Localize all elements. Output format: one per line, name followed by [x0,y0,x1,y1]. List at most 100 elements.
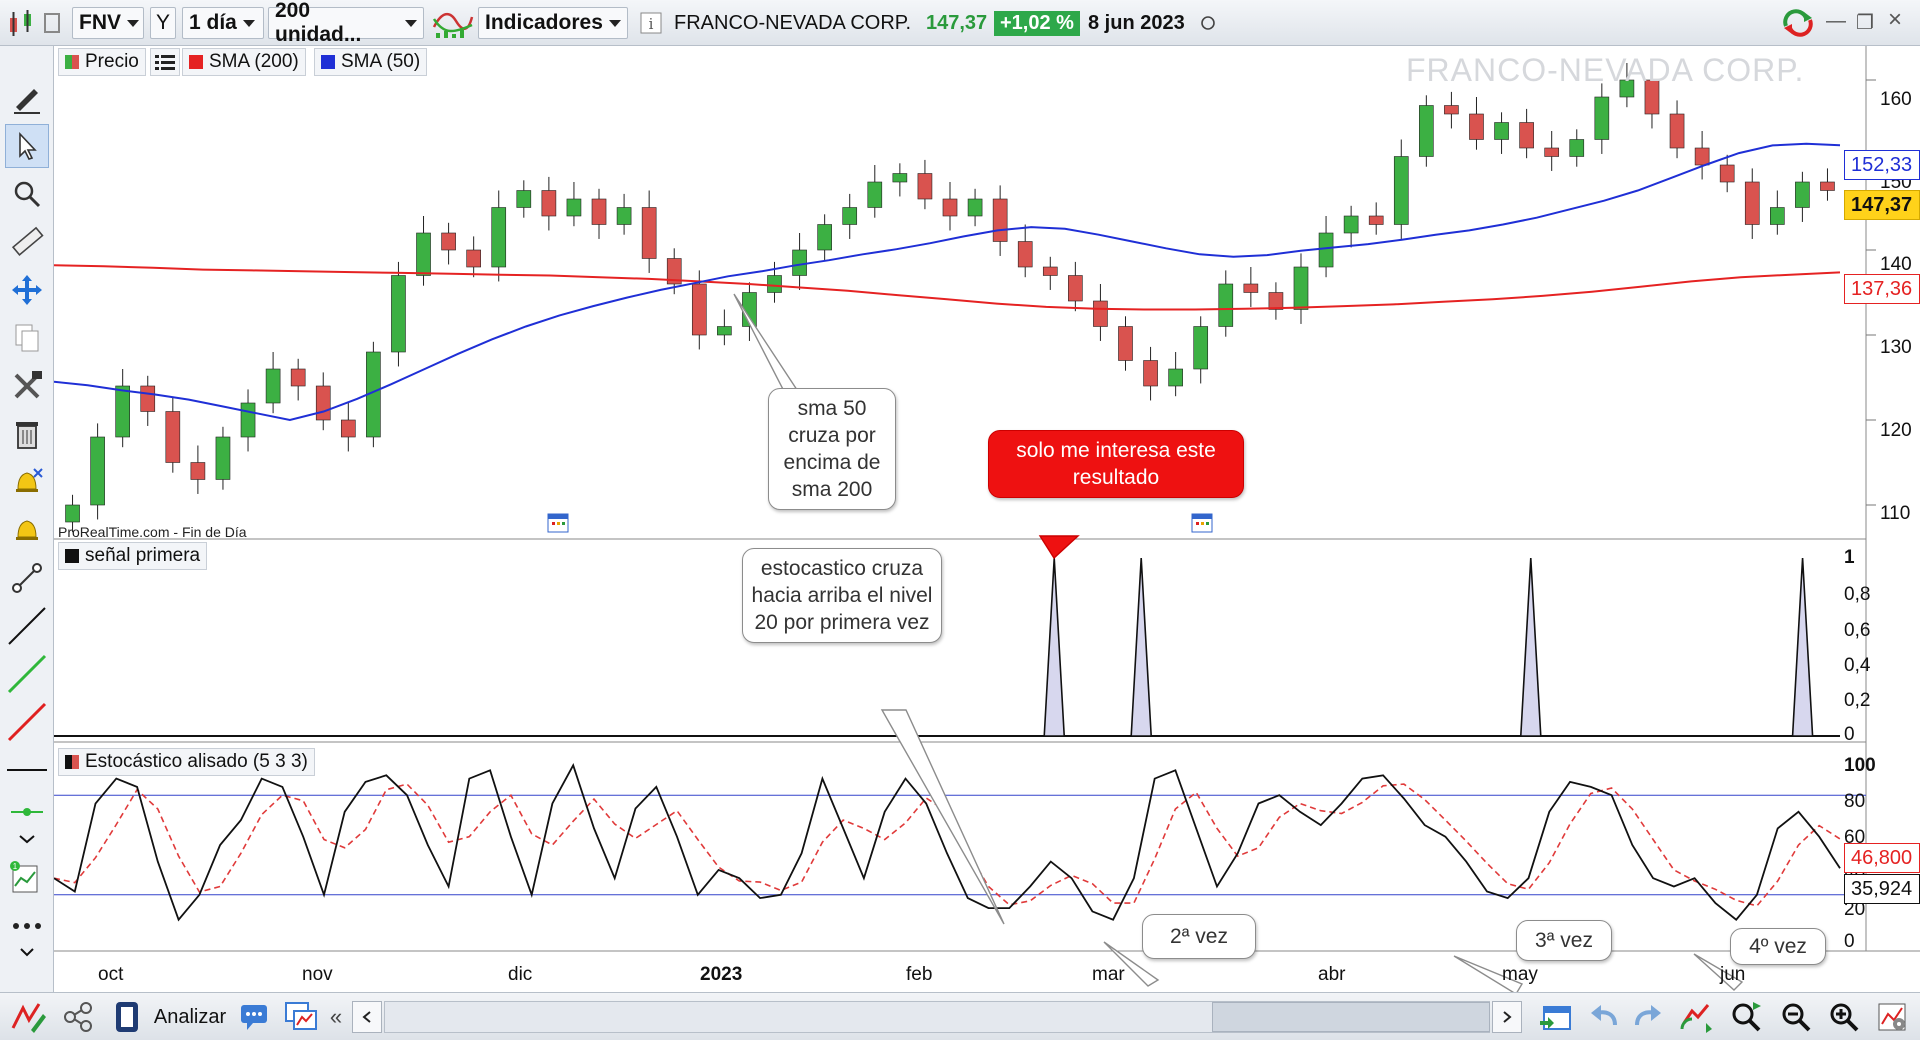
candle-body [641,207,657,259]
annotation-second[interactable]: 2ª vez [1142,914,1256,959]
candle-body [466,249,481,268]
units-select[interactable]: 200 unidad... [268,0,424,46]
redo-icon[interactable] [1630,997,1666,1037]
zoom-out-icon[interactable] [1776,997,1816,1037]
copy-tool-icon[interactable] [5,316,49,360]
more-tools-chevron-icon[interactable] [5,828,49,850]
restore-icon[interactable]: ❐ [1856,12,1874,34]
candle-body [215,436,231,480]
callout-tail [880,709,1005,925]
candle-body [892,173,908,183]
segment-tool-icon[interactable] [5,556,49,600]
pointer-tool-icon[interactable] [5,124,49,168]
bottom-toolbar: Analizar « [0,992,1920,1040]
alert-bell-icon[interactable] [5,460,49,504]
annotation-sma-cross[interactable]: sma 50 cruza por encima de sma 200 [768,388,896,510]
ruler-tool-icon[interactable] [5,220,49,264]
indicators-icon[interactable] [432,7,476,39]
candle-body [1042,266,1058,276]
candle-body [1469,113,1484,140]
refresh-icon[interactable] [1780,7,1816,39]
line-black-icon[interactable] [5,604,49,648]
chart-type-icon[interactable] [6,7,40,39]
analyze-icon[interactable] [108,997,146,1037]
legend-stoch-panel[interactable]: Estocástico alisado (5 3 3) [58,748,315,776]
calendar-event-icon[interactable] [546,510,570,539]
candle-body [817,224,832,251]
candle-body [391,275,406,353]
chart-area[interactable] [54,46,1920,992]
signal-tick: 0,2 [1844,690,1871,711]
candle-body [1544,147,1560,157]
trash-icon[interactable] [5,412,49,456]
link-icon[interactable] [42,7,62,39]
candle-body [516,190,532,208]
undo-icon[interactable] [1586,997,1622,1037]
legend-sma50-label: SMA (50) [341,51,421,72]
calendar-event-icon[interactable] [1190,510,1214,539]
legend-price[interactable]: Precio [58,48,146,76]
quote-date: 8 jun 2023 [1088,11,1185,34]
close-icon[interactable]: × [1888,6,1903,33]
share-icon[interactable] [58,997,98,1037]
info-icon[interactable]: i [640,7,668,39]
candle-body [165,411,181,463]
sync-icon[interactable] [1676,997,1716,1037]
candle-body [340,419,356,438]
sma200-value-tag: 137,36 [1844,274,1920,304]
bell-icon[interactable] [5,508,49,552]
pencil-tool-icon[interactable] [5,76,49,120]
candle-body [1569,139,1585,157]
line-green-icon[interactable] [5,652,49,696]
stoch-tick: 100 [1844,755,1876,776]
scroll-right-button[interactable] [1492,1001,1522,1033]
horizontal-scrollbar-thumb[interactable] [1212,1002,1490,1032]
chart-settings-icon[interactable] [1872,997,1912,1037]
analyze-button[interactable]: Analizar [153,1005,227,1028]
candle-body [1770,207,1785,225]
stoch-panel-label: Estocástico alisado (5 3 3) [85,751,308,772]
legend-sma200[interactable]: SMA (200) [182,48,306,76]
annotation-stoch-cross[interactable]: estocastico cruza hacia arriba el nivel … [742,548,942,643]
signal-panel-label: señal primera [85,545,201,566]
candle-body [1744,181,1760,225]
calendar-icon[interactable] [1536,997,1576,1037]
change-badge: +1,02 % [994,7,1080,39]
stoch-k-line [54,763,1841,922]
legend-sma50[interactable]: SMA (50) [314,48,428,76]
move-tool-icon[interactable] [5,268,49,312]
indicator-config-icon[interactable]: 1 [5,856,49,900]
candle-body [1444,105,1459,115]
signal-panel [54,557,1840,737]
price-panel [54,63,1876,533]
legend-list-icon[interactable] [150,48,180,76]
scroll-left-button[interactable] [352,1001,382,1033]
candle-body [140,385,156,412]
stoch-tick: 80 [1844,791,1866,812]
scroll-left-double-icon[interactable]: « [329,1004,343,1029]
collapse-chevron-icon[interactable] [5,942,49,962]
chat-icon[interactable] [236,997,274,1037]
zoom-tool-icon[interactable] [5,172,49,216]
horizontal-line-icon[interactable] [5,748,49,792]
annotation-result[interactable]: solo me interesa este resultado [988,430,1244,498]
annotation-fourth[interactable]: 4º vez [1730,928,1826,965]
indicators-button[interactable]: Indicadores [478,7,628,39]
green-marker-icon[interactable] [5,790,49,834]
ticker-select[interactable]: FNV [72,7,144,39]
screens-icon[interactable] [282,997,320,1037]
minimize-icon[interactable]: — [1826,10,1846,32]
x-tick: feb [906,964,933,985]
tools-icon[interactable] [5,364,49,408]
zoom-in-icon[interactable] [1824,997,1864,1037]
draw-icon[interactable] [6,997,50,1037]
line-red-icon[interactable] [5,700,49,744]
annotation-third[interactable]: 3ª vez [1516,920,1612,961]
zoom-fit-icon[interactable] [1726,997,1766,1037]
ticker-extra-button[interactable]: Y [150,7,176,39]
legend-signal-panel[interactable]: señal primera [58,542,208,570]
candle-body [65,504,80,523]
timeframe-select[interactable]: 1 día [182,7,264,39]
more-icon[interactable] [5,904,49,948]
x-tick: 2023 [700,964,743,985]
